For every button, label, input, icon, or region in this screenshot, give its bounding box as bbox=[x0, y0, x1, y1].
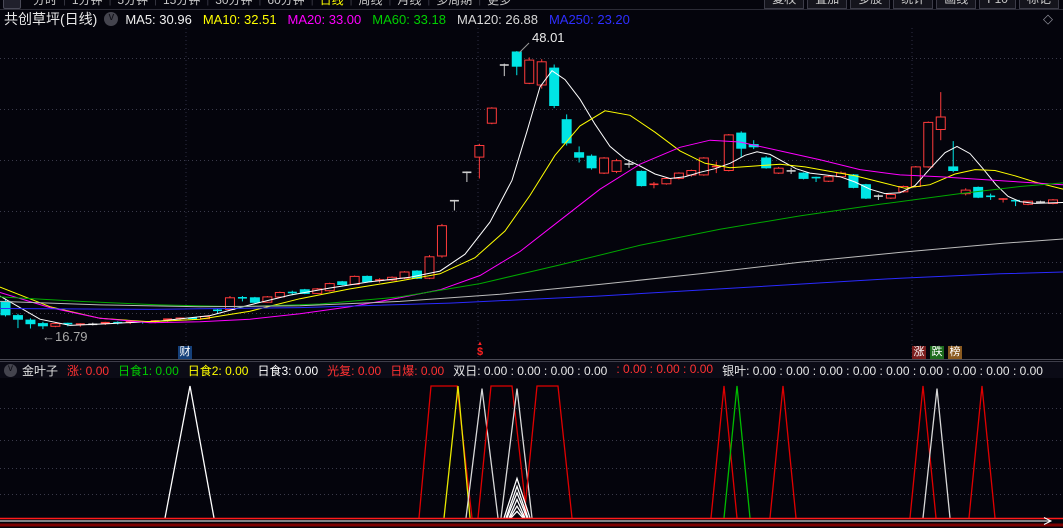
period-menu-row: 分时 | 1分钟 | 5分钟 | 15分钟 | 30分钟 | 60分钟 | 日线 | 周线 | 月线 | 多周期 | 更… bbox=[0, 0, 1063, 10]
indicator-field: 日食2: 0.00 bbox=[187, 363, 249, 378]
indicator-name[interactable]: 金叶子 bbox=[22, 363, 59, 378]
ma-label-MA120: MA120: 26.88 bbox=[456, 11, 538, 27]
toolbar-button-画线[interactable]: 画线 bbox=[936, 0, 977, 9]
indicator-field: 双日: 0.00 : 0.00 : 0.00 : 0.00 bbox=[453, 363, 608, 378]
ma-label-MA60: MA60: 33.18 bbox=[372, 11, 446, 27]
indicator-field: 日爆: 0.00 bbox=[390, 363, 445, 378]
separator: | bbox=[349, 0, 353, 6]
menu-item-更多[interactable]: 更多 bbox=[487, 0, 512, 7]
separator: | bbox=[63, 0, 66, 6]
diamond-icon[interactable]: ◇ bbox=[1043, 11, 1053, 26]
finance-marker-badge[interactable]: 财 bbox=[178, 346, 192, 359]
period-menu: 分时 | 1分钟 | 5分钟 | 15分钟 | 30分钟 | 60分钟 | 日线 | 周线 | 月线 | 多周期 | 更… bbox=[27, 0, 517, 9]
indicator-field: 涨: 0.00 bbox=[67, 363, 110, 378]
toolbar-button-叠加[interactable]: 叠加 bbox=[807, 0, 848, 9]
chevron-down-icon[interactable]: v bbox=[4, 363, 17, 377]
menu-item-15分钟[interactable]: 15分钟 bbox=[162, 0, 201, 7]
indicator-field: : 0.00 : 0.00 : 0.00 bbox=[616, 361, 714, 376]
menu-item-分时[interactable]: 分时 bbox=[33, 0, 58, 7]
menu-item-月线[interactable]: 月线 bbox=[397, 0, 422, 7]
indicator-field: 日食1: 0.00 bbox=[118, 363, 179, 378]
toolbar-button-F10[interactable]: F10 bbox=[979, 0, 1016, 9]
ma-label-MA5: MA5: 30.96 bbox=[125, 11, 192, 27]
separator: | bbox=[154, 0, 157, 6]
ma-values: MA5: 30.96 MA10: 32.51 MA20: 33.00 MA60: 33… bbox=[125, 12, 641, 27]
symbol-title: 共创草坪(日线) bbox=[4, 11, 98, 27]
dollar-marker[interactable]: ▲ $ bbox=[474, 341, 486, 358]
indicator-values: 涨: 0.00 日食1: 0.00 日食2: 0.00 日食3: 0.00 光复: 0.… bbox=[67, 361, 1052, 378]
ma-label-MA250: MA250: 23.20 bbox=[548, 11, 630, 27]
ma-label-MA10: MA10: 32.51 bbox=[202, 11, 277, 27]
separator: | bbox=[108, 0, 112, 6]
rank-badge-跌[interactable]: 跌 bbox=[930, 346, 944, 359]
triangle-up-icon: ▲ bbox=[477, 341, 483, 347]
peak-price-label: 48.01 bbox=[532, 30, 565, 45]
separator: | bbox=[206, 0, 210, 6]
ma-label-MA20: MA20: 33.00 bbox=[287, 11, 362, 27]
menu-item-1分钟[interactable]: 1分钟 bbox=[71, 0, 103, 7]
menu-item-5分钟[interactable]: 5分钟 bbox=[117, 0, 149, 7]
separator: | bbox=[310, 0, 314, 6]
low-price-label: ←16.79 bbox=[42, 329, 88, 344]
rank-badge-涨[interactable]: 涨 bbox=[912, 346, 926, 359]
indicator-field: 银叶: 0.00 : 0.00 : 0.00 : 0.00 : 0.00 : 0… bbox=[722, 363, 1043, 378]
menu-item-多周期[interactable]: 多周期 bbox=[436, 0, 473, 7]
menu-icon[interactable] bbox=[3, 0, 21, 9]
separator: | bbox=[258, 0, 262, 6]
rank-badge-榜[interactable]: 榜 bbox=[948, 346, 962, 359]
toolbar-buttons: 复权叠加多股统计画线F10标记 bbox=[764, 0, 1063, 9]
separator: | bbox=[388, 0, 392, 6]
menu-item-60分钟[interactable]: 60分钟 bbox=[267, 0, 305, 7]
toolbar-button-复权[interactable]: 复权 bbox=[764, 0, 805, 9]
menu-item-日线[interactable]: 日线 bbox=[319, 0, 344, 7]
indicator-field: 日食3: 0.00 bbox=[257, 363, 319, 378]
indicator-header: v 金叶子 涨: 0.00 日食1: 0.00 日食2: 0.00 日食3: 0.00… bbox=[0, 361, 1063, 378]
menu-item-30分钟[interactable]: 30分钟 bbox=[215, 0, 253, 7]
chevron-down-icon[interactable]: v bbox=[104, 12, 119, 26]
menu-item-周线[interactable]: 周线 bbox=[358, 0, 383, 7]
indicator-field: 光复: 0.00 bbox=[327, 363, 382, 378]
toolbar-button-标记[interactable]: 标记 bbox=[1018, 0, 1059, 9]
toolbar-button-多股[interactable]: 多股 bbox=[850, 0, 891, 9]
title-bar: 共创草坪(日线) v MA5: 30.96 MA10: 32.51 MA20: 33… bbox=[0, 10, 1063, 28]
separator: | bbox=[427, 0, 431, 6]
dollar-icon: $ bbox=[476, 346, 484, 358]
toolbar-button-统计[interactable]: 统计 bbox=[893, 0, 934, 9]
separator: | bbox=[478, 0, 482, 6]
